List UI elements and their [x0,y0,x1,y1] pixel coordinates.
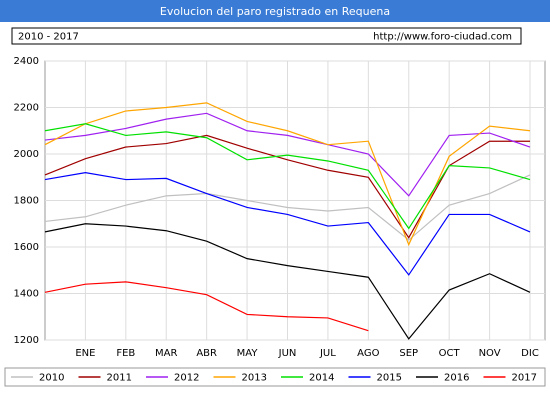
title-bar [0,0,550,22]
x-tick-label: AGO [357,348,379,359]
series-line [44,281,369,332]
x-tick-label: JUN [278,348,297,359]
subtitle-left: 2010 - 2017 [18,32,79,43]
x-tick-label: DIC [521,348,539,359]
series-line [44,171,531,276]
series-line [44,112,531,197]
x-tick-label: ENE [75,348,95,359]
x-tick-label: JUL [319,348,336,359]
x-tick-label: OCT [439,348,461,359]
x-tick-label: MAY [237,348,259,359]
series-line [44,174,531,241]
x-tick-label: NOV [479,348,501,359]
y-tick-label: 1200 [14,335,39,346]
x-tick-label: MAR [155,348,177,359]
legend-label: 2017 [512,373,537,384]
legend-label: 2012 [174,373,199,384]
subtitle-right: http://www.foro-ciudad.com [373,32,512,43]
legend-label: 2014 [309,373,334,384]
chart-title: Evolucion del paro registrado en Requena [160,5,390,18]
x-tick-label: FEB [116,348,135,359]
x-tick-label: ABR [196,348,217,359]
y-tick-label: 1400 [14,289,39,300]
y-tick-label: 1800 [14,196,39,207]
legend-label: 2010 [39,373,64,384]
y-tick-label: 2000 [14,149,39,160]
x-tick-label: SEP [399,348,418,359]
series-line [44,223,531,340]
subtitle-box [11,27,522,45]
legend-label: 2016 [444,373,469,384]
legend-label: 2013 [242,373,267,384]
series-line [44,102,531,247]
y-tick-label: 2400 [14,56,39,67]
legend-label: 2015 [377,373,402,384]
y-tick-label: 1600 [14,242,39,253]
legend-label: 2011 [107,373,132,384]
legend-box [4,367,546,387]
series-line [44,123,531,230]
y-tick-label: 2200 [14,103,39,114]
